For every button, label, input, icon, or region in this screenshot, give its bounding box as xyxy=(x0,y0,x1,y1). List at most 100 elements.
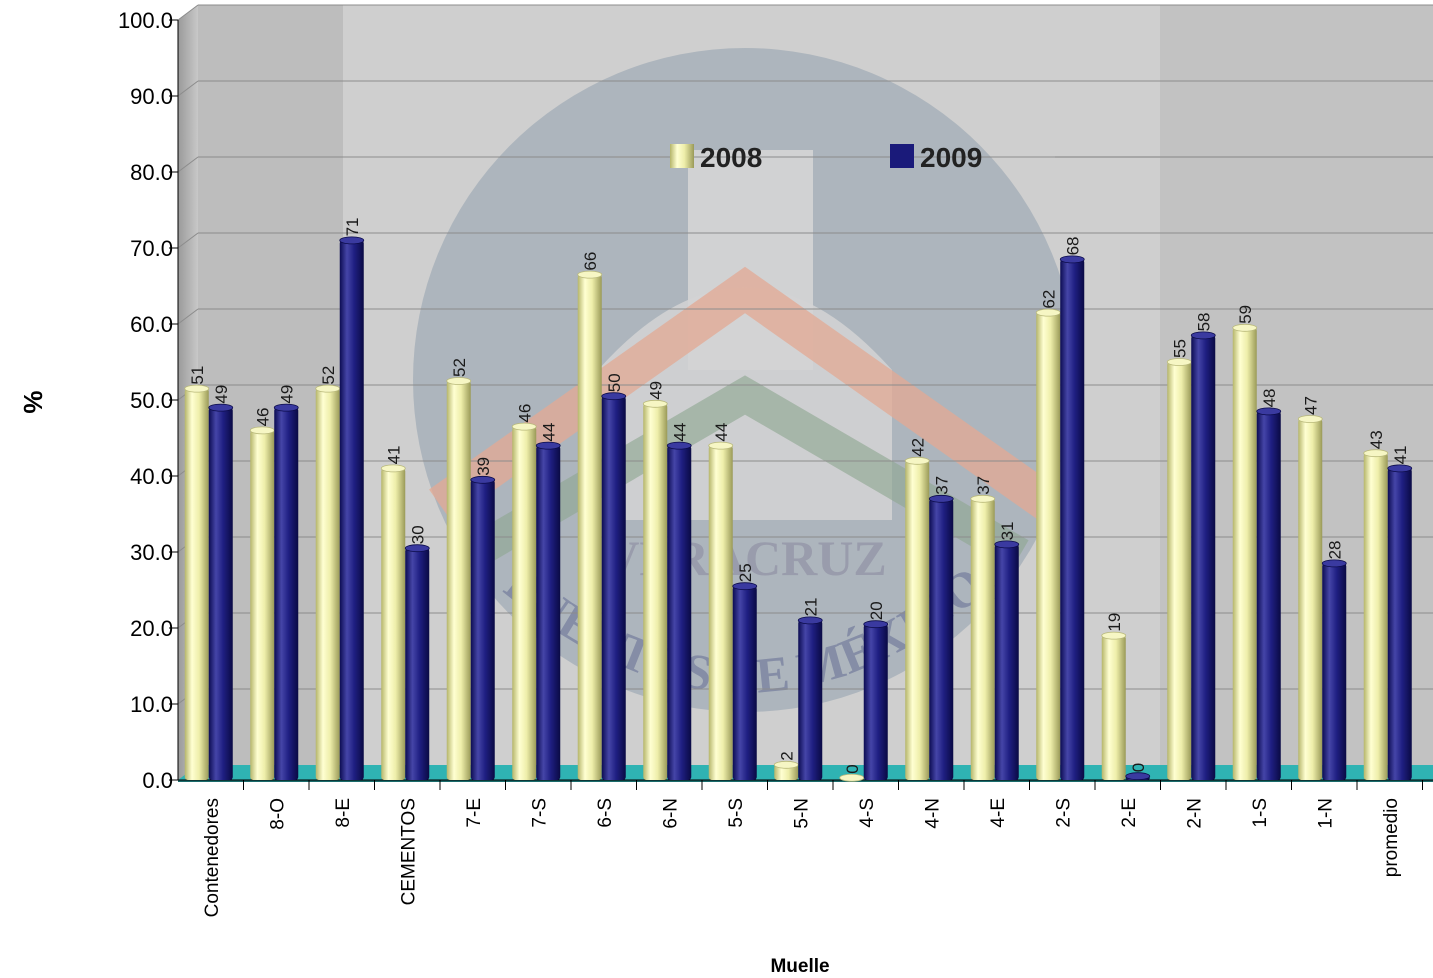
data-label-2009: 41 xyxy=(1391,445,1410,464)
y-tick-label: 50.0 xyxy=(130,388,173,413)
bar-cap-2009 xyxy=(208,403,234,412)
category-label: 7-E xyxy=(464,798,485,828)
legend-label-2008: 2008 xyxy=(700,142,762,173)
bar-cap-2009 xyxy=(601,392,627,401)
category-label: 1-N xyxy=(1315,798,1336,829)
data-label-2008: 41 xyxy=(384,445,403,464)
data-label-2008: 2 xyxy=(777,751,796,760)
bar-cap-2009 xyxy=(863,620,889,629)
category-label: Contenedores xyxy=(202,798,223,917)
bar-2008 xyxy=(1167,362,1192,780)
category-label: 4-E xyxy=(988,798,1009,828)
bar-2009 xyxy=(470,479,495,780)
bar-2008 xyxy=(1363,453,1388,780)
bar-2009 xyxy=(667,445,692,780)
y-tick-label: 70.0 xyxy=(130,236,173,261)
data-label-2008: 42 xyxy=(908,438,927,457)
bar-2008 xyxy=(577,274,602,780)
bar-cap-2008 xyxy=(1297,415,1323,423)
bar-2009 xyxy=(1191,335,1216,780)
y-tick-label: 20.0 xyxy=(130,616,173,641)
bar-2008 xyxy=(1232,327,1257,780)
bar-2008 xyxy=(970,498,995,780)
data-label-2009: 68 xyxy=(1063,236,1082,255)
bar-2008 xyxy=(1101,635,1126,780)
y-tick-label: 0.0 xyxy=(142,768,173,793)
bar-cap-2009 xyxy=(994,540,1020,549)
category-label: 5-S xyxy=(726,798,747,828)
data-label-2009: 39 xyxy=(474,457,493,476)
data-label-2008: 37 xyxy=(974,476,993,495)
category-label: 1-S xyxy=(1250,798,1271,828)
data-label-2009: 30 xyxy=(408,525,427,544)
bar-2009 xyxy=(1387,468,1412,780)
data-label-2009: 50 xyxy=(605,373,624,392)
bar-cap-2008 xyxy=(315,384,341,393)
bar-2009 xyxy=(274,407,299,780)
bar-cap-2009 xyxy=(666,441,692,450)
bar-cap-2009 xyxy=(535,441,561,450)
bar-2009 xyxy=(863,624,888,780)
bar-2008 xyxy=(250,430,275,780)
data-label-2008: 49 xyxy=(646,381,665,400)
data-label-2008: 52 xyxy=(450,358,469,377)
bar-2009 xyxy=(1256,411,1281,780)
bar-2008 xyxy=(184,388,209,780)
data-label-2009: 25 xyxy=(736,563,755,582)
data-label-2009: 48 xyxy=(1260,388,1279,407)
bar-cap-2009 xyxy=(1190,331,1216,340)
data-label-2009: 28 xyxy=(1325,540,1344,559)
y-tick-label: 40.0 xyxy=(130,464,173,489)
data-label-2008: 51 xyxy=(188,366,207,385)
bar-2008 xyxy=(1036,312,1061,780)
bar-cap-2009 xyxy=(928,494,954,503)
y-tick-label: 60.0 xyxy=(130,312,173,337)
data-label-2009: 49 xyxy=(277,385,296,404)
bar-cap-2009 xyxy=(797,616,823,625)
bar-cap-2008 xyxy=(642,399,668,408)
bar-cap-2008 xyxy=(184,384,210,393)
category-label: 8-O xyxy=(267,798,288,830)
bar-cap-2008 xyxy=(904,456,930,465)
category-label: promedio xyxy=(1381,798,1402,877)
bar-2008 xyxy=(446,381,471,780)
bar-cap-2009 xyxy=(339,236,365,245)
data-label-2008: 66 xyxy=(581,252,600,271)
y-tick-label: 80.0 xyxy=(130,160,173,185)
y-tick-label: 90.0 xyxy=(130,84,173,109)
bar-cap-2008 xyxy=(773,760,799,769)
bar-cap-2008 xyxy=(1232,323,1258,332)
bar-cap-2009 xyxy=(470,475,496,484)
bar-cap-2008 xyxy=(1101,631,1127,640)
category-label: 5-N xyxy=(791,798,812,829)
category-label: 6-N xyxy=(660,798,681,829)
bar-2009 xyxy=(601,396,626,780)
bar-2009 xyxy=(929,498,954,780)
bar-cap-2008 xyxy=(380,464,406,473)
y-axis-title: % xyxy=(18,390,48,413)
bar-cap-2009 xyxy=(1059,255,1085,264)
data-label-2009: 44 xyxy=(539,423,558,442)
bar-cap-2008 xyxy=(970,494,996,503)
data-label-2009: 37 xyxy=(932,476,951,495)
bar-2008 xyxy=(643,403,668,780)
legend-label-2009: 2009 xyxy=(920,142,982,173)
bar-cap-2009 xyxy=(732,582,758,591)
bar-2009 xyxy=(405,548,430,780)
bar-cap-2009 xyxy=(1387,464,1413,473)
gridline-side xyxy=(177,4,199,21)
data-label-2009: 44 xyxy=(670,423,689,442)
bar-cap-2008 xyxy=(1035,308,1061,317)
bar-2008 xyxy=(708,445,733,780)
data-label-2009: 21 xyxy=(801,597,820,616)
data-label-2008: 52 xyxy=(319,366,338,385)
bar-cap-2008 xyxy=(446,377,472,385)
bar-2008 xyxy=(381,468,406,780)
bar-cap-2009 xyxy=(1125,772,1151,781)
gridline-side xyxy=(177,156,199,173)
bar-cap-2009 xyxy=(1256,407,1282,416)
bar-cap-2009 xyxy=(1321,559,1347,568)
data-label-2008: 59 xyxy=(1236,305,1255,324)
data-label-2008: 47 xyxy=(1301,396,1320,415)
data-label-2008: 46 xyxy=(253,407,272,426)
